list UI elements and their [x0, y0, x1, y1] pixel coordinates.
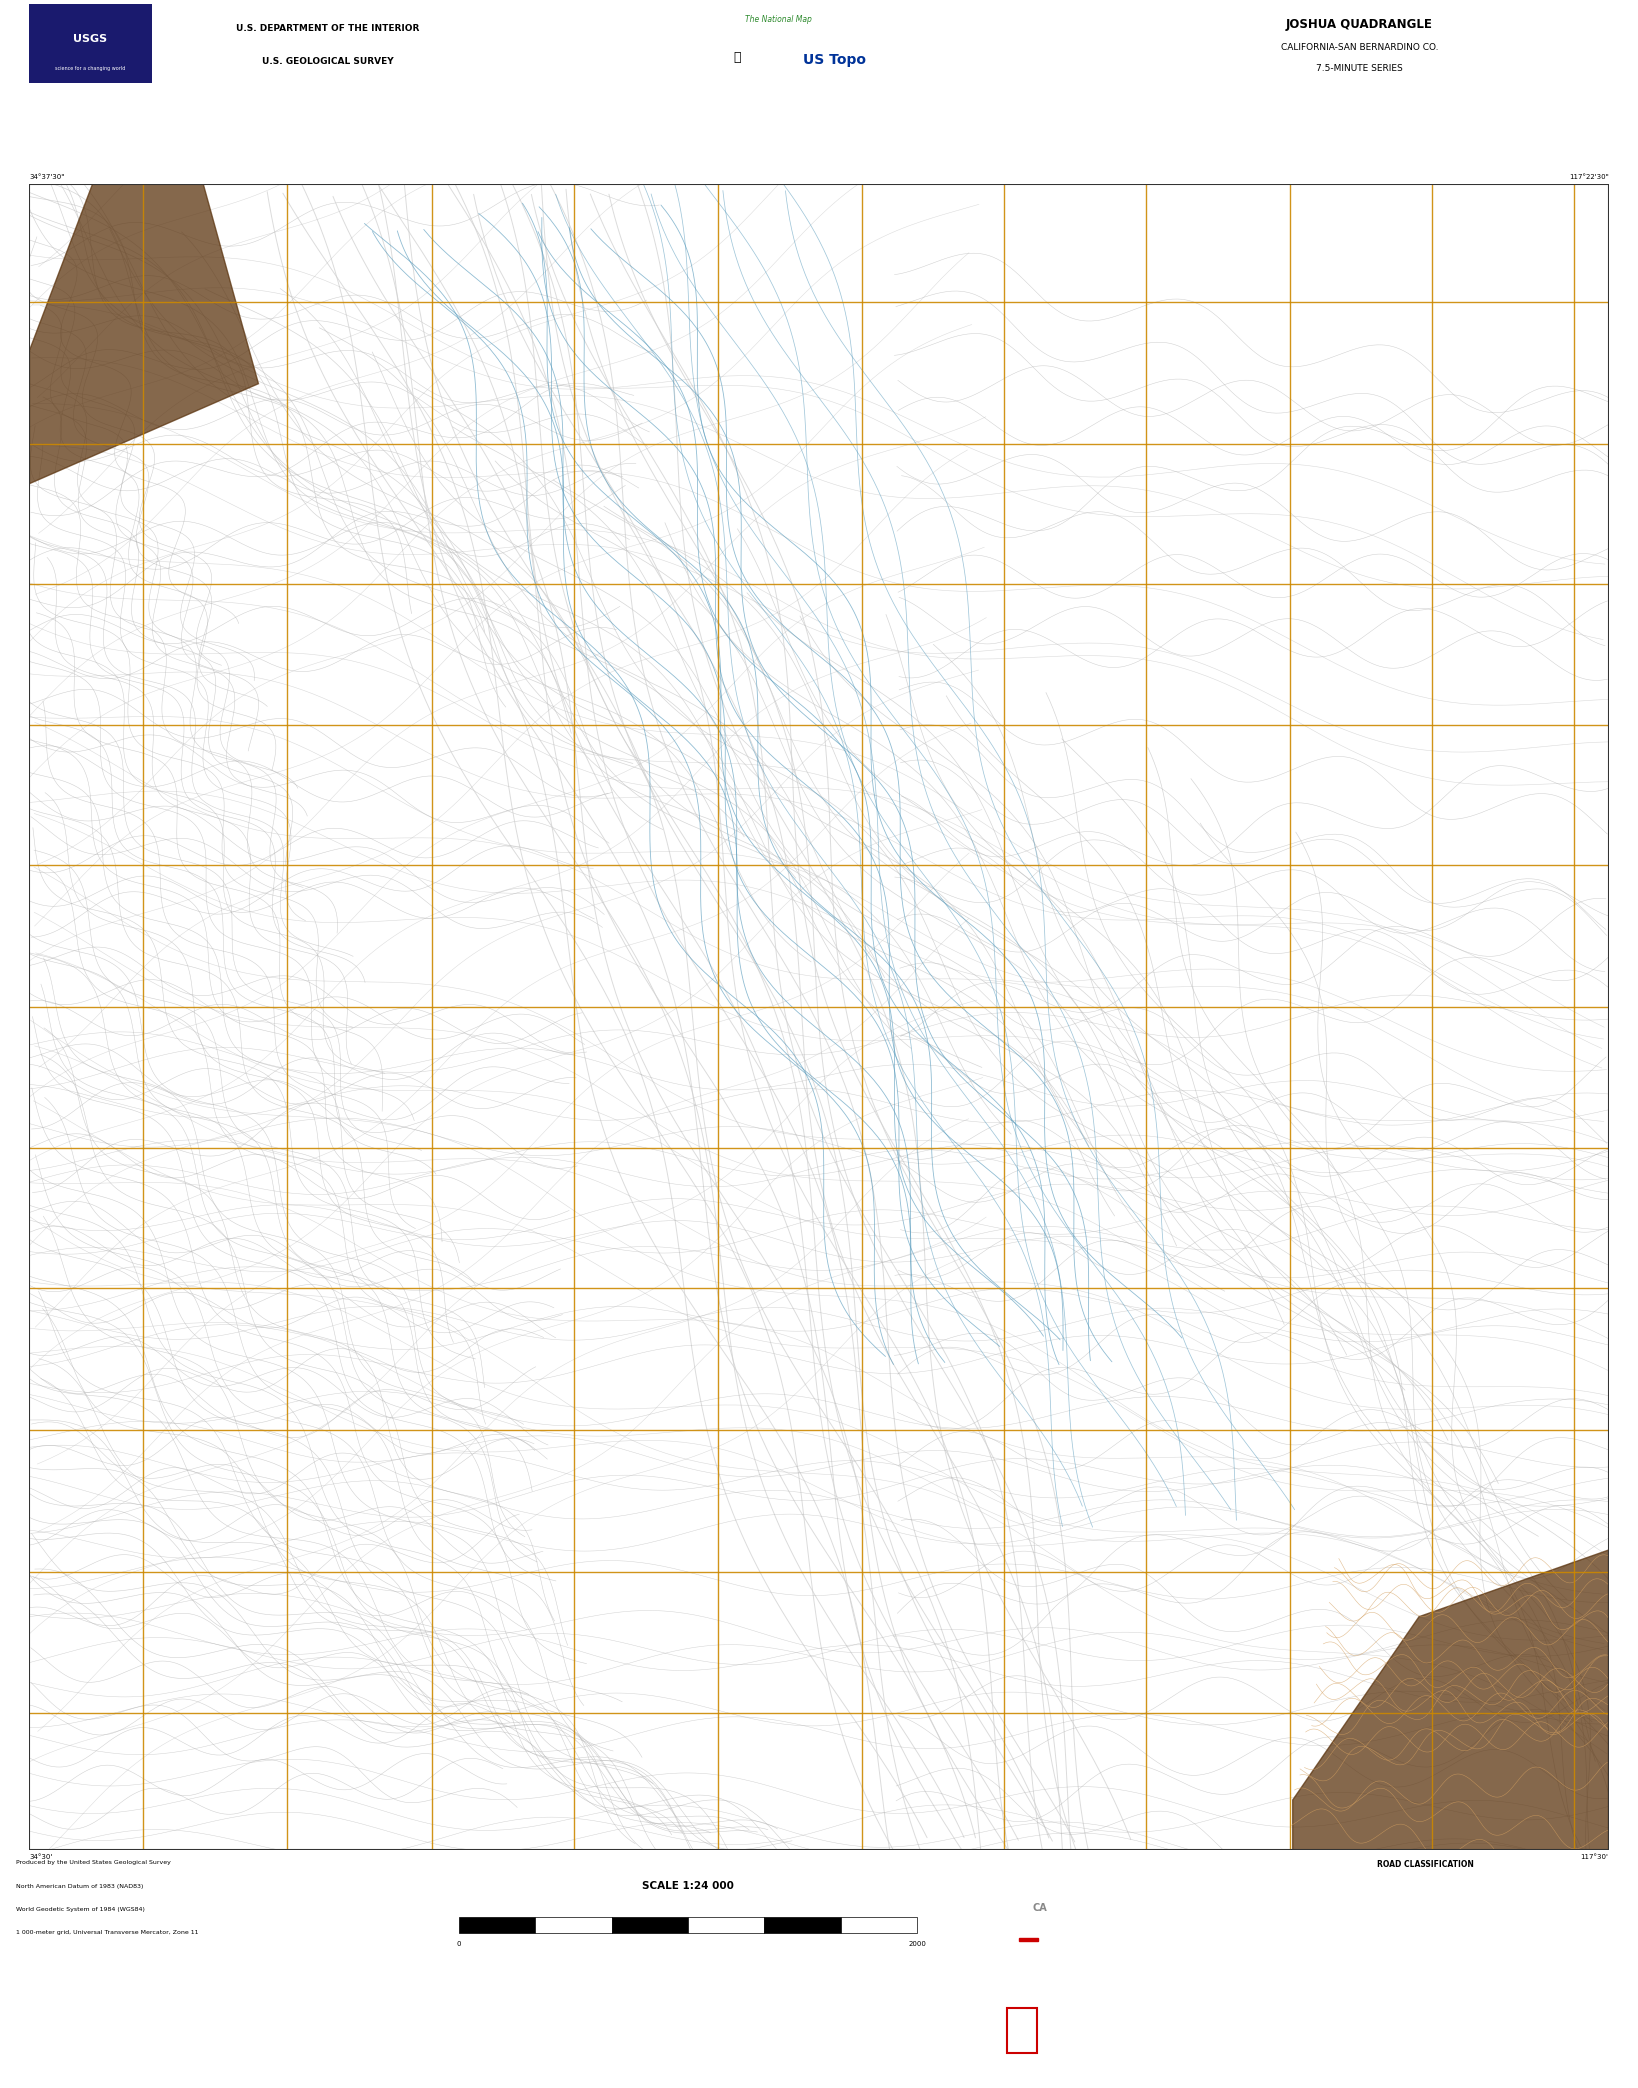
Bar [29, 4, 152, 84]
Text: SCALE 1:24 000: SCALE 1:24 000 [642, 1881, 734, 1892]
Text: CA: CA [1032, 1904, 1048, 1913]
Text: 117°30': 117°30' [1581, 1854, 1609, 1860]
Text: U.S. GEOLOGICAL SURVEY: U.S. GEOLOGICAL SURVEY [262, 56, 393, 67]
Text: science for a changing world: science for a changing world [56, 67, 124, 71]
Text: USGS: USGS [74, 35, 106, 44]
Text: U.S. DEPARTMENT OF THE INTERIOR: U.S. DEPARTMENT OF THE INTERIOR [236, 23, 419, 33]
Bar [840, 1917, 917, 1933]
Text: North American Datum of 1983 (NAD83): North American Datum of 1983 (NAD83) [16, 1883, 144, 1890]
Text: 34°30': 34°30' [29, 1854, 52, 1860]
Bar [536, 1917, 611, 1933]
Text: The National Map: The National Map [745, 15, 811, 23]
Text: CALIFORNIA-SAN BERNARDINO CO.: CALIFORNIA-SAN BERNARDINO CO. [1281, 44, 1438, 52]
Text: JOSHUA QUADRANGLE: JOSHUA QUADRANGLE [1286, 19, 1433, 31]
Text: 2000: 2000 [909, 1940, 925, 1946]
Bar [688, 1917, 765, 1933]
Bar [459, 1917, 536, 1933]
Text: 0: 0 [457, 1940, 460, 1946]
Bar [1007, 2009, 1037, 2053]
Bar [611, 1917, 688, 1933]
Bar [1019, 1938, 1038, 1940]
Text: 🌿: 🌿 [734, 50, 740, 63]
Text: Produced by the United States Geological Survey: Produced by the United States Geological… [16, 1860, 172, 1865]
Text: 117°22'30": 117°22'30" [1569, 173, 1609, 180]
Polygon shape [29, 184, 259, 484]
Bar [765, 1917, 840, 1933]
Text: ROAD CLASSIFICATION: ROAD CLASSIFICATION [1376, 1860, 1474, 1869]
Text: 1 000-meter grid, Universal Transverse Mercator, Zone 11: 1 000-meter grid, Universal Transverse M… [16, 1929, 198, 1936]
Text: 34°37'30": 34°37'30" [29, 173, 66, 180]
Text: World Geodetic System of 1984 (WGS84): World Geodetic System of 1984 (WGS84) [16, 1906, 146, 1913]
Text: 7.5-MINUTE SERIES: 7.5-MINUTE SERIES [1317, 65, 1402, 73]
Polygon shape [1292, 1549, 1609, 1850]
Text: US Topo: US Topo [803, 52, 865, 67]
